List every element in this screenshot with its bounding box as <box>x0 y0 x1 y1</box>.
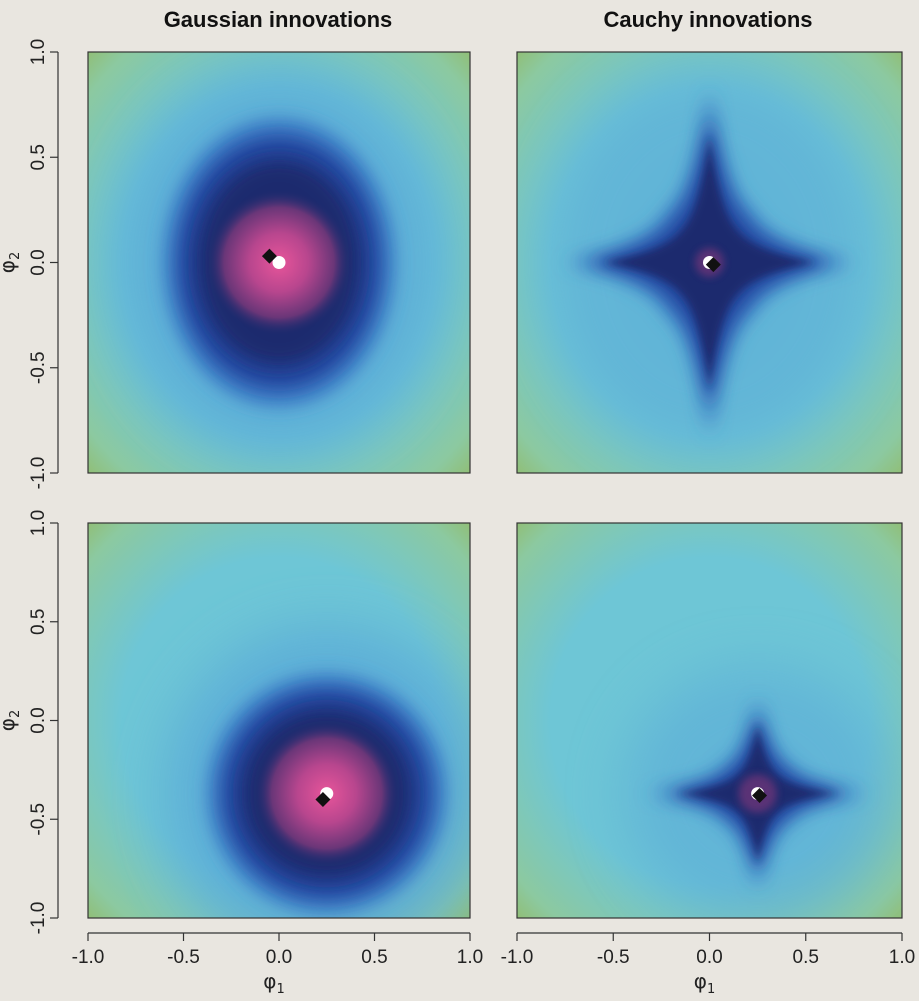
axes-layer: -1.0 -0.5 0.0 0.5 1.0 φ2 -1.0 -0.5 0.0 0.5 1.0 φ2 -1… <box>0 39 915 997</box>
panel-frame <box>516 522 903 919</box>
y-tick-label: -0.5 <box>28 803 49 836</box>
x-tick-label: 0.0 <box>266 947 292 968</box>
column-title-cauchy: Cauchy innovations <box>603 7 812 32</box>
y-axis-label: φ2 <box>0 252 23 273</box>
y-tick-label: 1.0 <box>28 39 49 65</box>
estimate-marker <box>261 248 277 264</box>
y-tick-label: 0.5 <box>28 609 49 635</box>
y-tick-label: 1.0 <box>28 510 49 536</box>
panel-frame <box>516 51 903 474</box>
y-tick-label: -0.5 <box>28 351 49 384</box>
x-tick-label: 0.5 <box>793 947 819 968</box>
panel-frame <box>87 51 471 474</box>
y-tick-label: 0.5 <box>28 144 49 170</box>
panel-frame <box>87 522 471 919</box>
panels-layer <box>87 51 903 919</box>
estimate-marker <box>705 257 721 273</box>
x-tick-label: -0.5 <box>167 947 200 968</box>
x-tick-label: -0.5 <box>597 947 630 968</box>
column-title-gaussian: Gaussian innovations <box>164 7 393 32</box>
y-tick-label: 0.0 <box>28 707 49 733</box>
estimate-marker <box>315 792 331 807</box>
y-tick-label: 0.0 <box>28 249 49 275</box>
x-tick-label: 0.5 <box>361 947 387 968</box>
true-value-marker <box>272 256 286 269</box>
y-tick-label: -1.0 <box>28 457 49 490</box>
x-tick-label: -1.0 <box>501 947 534 968</box>
y-axis-label: φ2 <box>0 710 23 731</box>
y-tick-label: -1.0 <box>28 902 49 935</box>
heatmap-panel <box>88 523 470 918</box>
heatmap-panel <box>517 52 902 473</box>
x-tick-label: 0.0 <box>696 947 722 968</box>
heatmap-panel <box>88 52 470 473</box>
estimate-marker <box>752 788 768 804</box>
x-tick-label: 1.0 <box>457 947 483 968</box>
heatmap-panel <box>517 523 902 918</box>
x-axis-label: φ1 <box>694 969 715 997</box>
x-tick-label: -1.0 <box>72 947 105 968</box>
x-tick-label: 1.0 <box>889 947 915 968</box>
x-axis-label: φ1 <box>263 969 284 997</box>
